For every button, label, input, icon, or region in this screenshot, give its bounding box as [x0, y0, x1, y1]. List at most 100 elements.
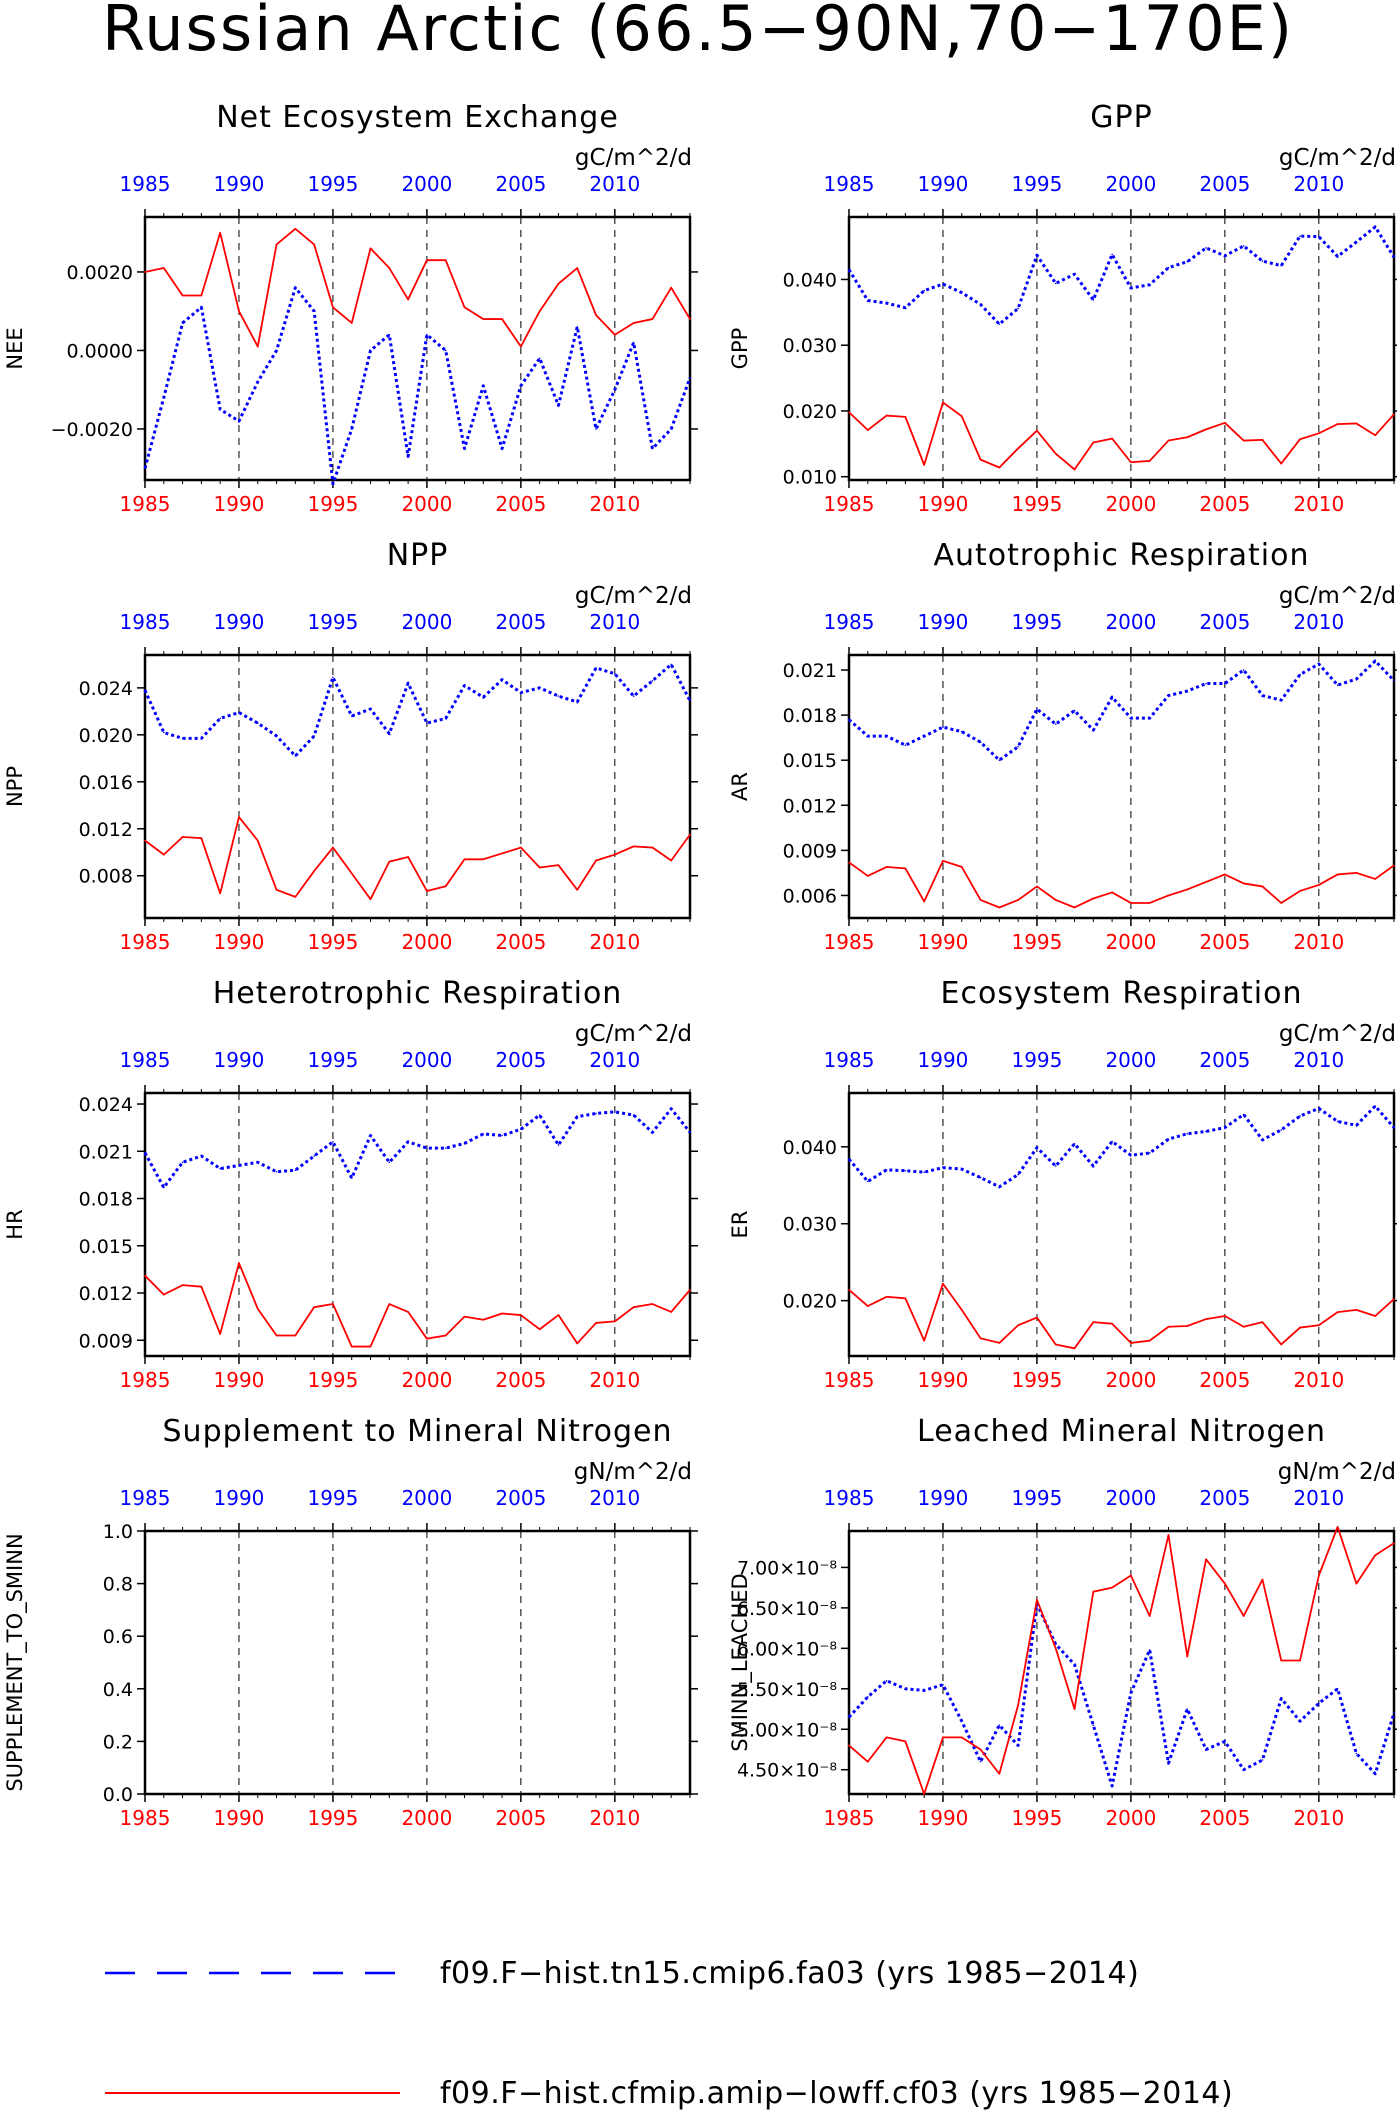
data-point: [923, 1689, 925, 1692]
data-point: [275, 243, 278, 246]
data-point: [162, 731, 165, 734]
xtick-label-bottom: 1990: [214, 1368, 265, 1392]
data-point: [219, 408, 221, 411]
data-point: [1205, 881, 1207, 883]
data-point: [960, 1168, 963, 1170]
data-point: [1336, 423, 1339, 425]
legend: f09.F−hist.tn15.cmip6.fa03 (yrs 1985−201…: [105, 1956, 1233, 2111]
data-point: [1036, 429, 1038, 432]
data-point: [557, 695, 560, 697]
data-point: [1355, 1582, 1358, 1585]
data-point: [1073, 273, 1076, 276]
data-point: [1374, 434, 1377, 437]
data-point: [313, 1306, 315, 1308]
data-point: [1130, 1692, 1132, 1694]
data-point: [313, 310, 315, 313]
data-point: [1111, 1586, 1113, 1589]
data-point: [998, 1342, 1001, 1344]
data-point: [1318, 432, 1320, 435]
data-point: [1261, 885, 1264, 888]
ytick-label: 0.021: [79, 1141, 133, 1163]
data-point: [238, 1164, 240, 1167]
xtick-label-bottom: 2005: [495, 1368, 546, 1392]
data-point: [904, 1297, 907, 1300]
data-point: [942, 1282, 944, 1285]
plot-frame: [847, 653, 1396, 920]
data-point: [238, 816, 240, 818]
data-point: [1017, 1704, 1019, 1706]
data-point: [1374, 226, 1377, 228]
xtick-label-bottom: 2010: [589, 1806, 640, 1830]
data-point: [651, 846, 654, 849]
xtick-label-top: 1985: [824, 172, 875, 196]
data-point: [1186, 260, 1189, 263]
data-point: [1261, 1321, 1264, 1323]
series-line-red: [848, 859, 1395, 909]
xtick-label-top: 1985: [824, 610, 875, 634]
data-point: [144, 839, 146, 842]
data-point: [256, 1161, 259, 1164]
data-point: [388, 267, 391, 269]
y-axis-label: SMINN_LEACHED: [728, 1573, 753, 1751]
data-point: [885, 1169, 888, 1171]
data-point: [238, 420, 240, 422]
data-point: [1017, 447, 1019, 450]
data-point: [256, 381, 259, 383]
data-point: [313, 1155, 315, 1157]
xtick-label-bottom: 2005: [495, 492, 546, 516]
xtick-label-bottom: 2005: [495, 1806, 546, 1830]
data-point: [219, 1333, 221, 1335]
data-point: [979, 741, 982, 743]
units-label: gC/m^2/d: [575, 583, 692, 609]
data-point: [942, 1683, 944, 1686]
data-point: [463, 858, 466, 861]
data-point: [520, 1128, 522, 1131]
ytick-label: 0.009: [79, 1330, 133, 1352]
xtick-label-top: 1990: [918, 172, 969, 196]
plot-frame: [143, 653, 692, 920]
units-label: gC/m^2/d: [1279, 145, 1396, 171]
data-point: [482, 1133, 485, 1135]
data-point: [1017, 307, 1019, 310]
data-point: [1073, 1142, 1076, 1145]
xtick-label-top: 1995: [1011, 172, 1062, 196]
xtick-label-top: 2000: [401, 1048, 452, 1072]
xtick-label-bottom: 2010: [589, 1368, 640, 1392]
data-point: [1054, 1647, 1057, 1650]
data-point: [444, 1334, 447, 1337]
data-point: [1130, 717, 1132, 719]
data-point: [426, 333, 428, 336]
data-point: [332, 1303, 334, 1305]
data-point: [1242, 669, 1245, 671]
data-point: [482, 696, 485, 699]
data-point: [1167, 894, 1170, 897]
data-point: [979, 303, 982, 306]
xtick-label-top: 2010: [589, 610, 640, 634]
data-point: [885, 1295, 888, 1298]
data-point: [923, 1793, 925, 1795]
data-point: [520, 345, 522, 348]
data-point: [407, 1311, 409, 1313]
xtick-label-top: 2000: [1105, 1048, 1156, 1072]
data-point: [181, 294, 184, 297]
data-point: [1242, 245, 1245, 247]
data-point: [923, 735, 925, 737]
data-point: [960, 1736, 963, 1739]
data-point: [632, 1114, 635, 1116]
data-point: [689, 1289, 691, 1291]
data-point: [1280, 462, 1283, 465]
data-point: [1242, 1325, 1245, 1328]
xtick-label-top: 2000: [1105, 1486, 1156, 1510]
data-point: [1092, 1321, 1095, 1323]
ytick-label: 0.020: [79, 725, 133, 747]
data-point: [426, 259, 428, 261]
data-point: [1092, 441, 1095, 444]
data-point: [463, 306, 466, 309]
data-point: [1054, 452, 1057, 455]
ytick-label: 4.50×10⁻⁸: [737, 1760, 837, 1782]
data-point: [942, 860, 944, 862]
data-point: [1280, 1659, 1283, 1662]
data-point: [942, 283, 944, 285]
ytick-label: 0.012: [79, 819, 133, 841]
data-point: [369, 349, 372, 352]
